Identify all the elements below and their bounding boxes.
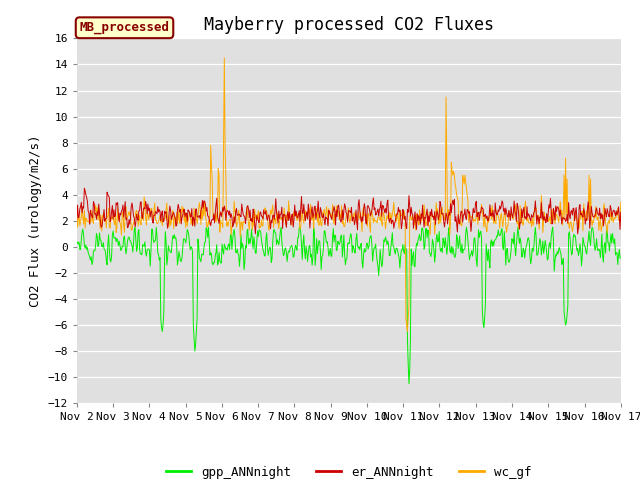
wc_gf	[433, 200, 440, 205]
er_ANNnight	[195, 214, 202, 220]
Legend: gpp_ANNnight, er_ANNnight, wc_gf: gpp_ANNnight, er_ANNnight, wc_gf	[161, 460, 536, 480]
er_ANNnight	[417, 222, 424, 228]
er_ANNnight	[140, 206, 147, 212]
gpp_ANNnight	[152, 225, 160, 230]
Line: wc_gf: wc_gf	[77, 58, 621, 332]
gpp_ANNnight	[617, 255, 625, 261]
gpp_ANNnight	[83, 246, 90, 252]
gpp_ANNnight	[223, 247, 231, 253]
wc_gf	[417, 215, 424, 221]
gpp_ANNnight	[417, 238, 424, 244]
er_ANNnight	[81, 185, 88, 191]
Line: er_ANNnight: er_ANNnight	[77, 188, 621, 234]
wc_gf	[83, 216, 90, 222]
wc_gf	[404, 329, 412, 335]
Title: Mayberry processed CO2 Fluxes: Mayberry processed CO2 Fluxes	[204, 16, 494, 34]
gpp_ANNnight	[405, 381, 413, 386]
wc_gf	[194, 216, 202, 221]
gpp_ANNnight	[433, 236, 440, 242]
Y-axis label: CO2 Flux (urology/m2/s): CO2 Flux (urology/m2/s)	[29, 134, 42, 307]
er_ANNnight	[73, 216, 81, 222]
wc_gf	[73, 208, 81, 214]
er_ANNnight	[617, 209, 625, 215]
er_ANNnight	[252, 231, 259, 237]
er_ANNnight	[433, 214, 440, 220]
er_ANNnight	[84, 198, 92, 204]
Text: MB_processed: MB_processed	[79, 21, 170, 35]
er_ANNnight	[223, 207, 231, 213]
gpp_ANNnight	[195, 242, 202, 248]
gpp_ANNnight	[139, 242, 147, 248]
gpp_ANNnight	[73, 240, 81, 246]
wc_gf	[223, 219, 231, 225]
wc_gf	[139, 210, 147, 216]
wc_gf	[617, 200, 625, 205]
Line: gpp_ANNnight: gpp_ANNnight	[77, 228, 621, 384]
wc_gf	[221, 55, 228, 61]
